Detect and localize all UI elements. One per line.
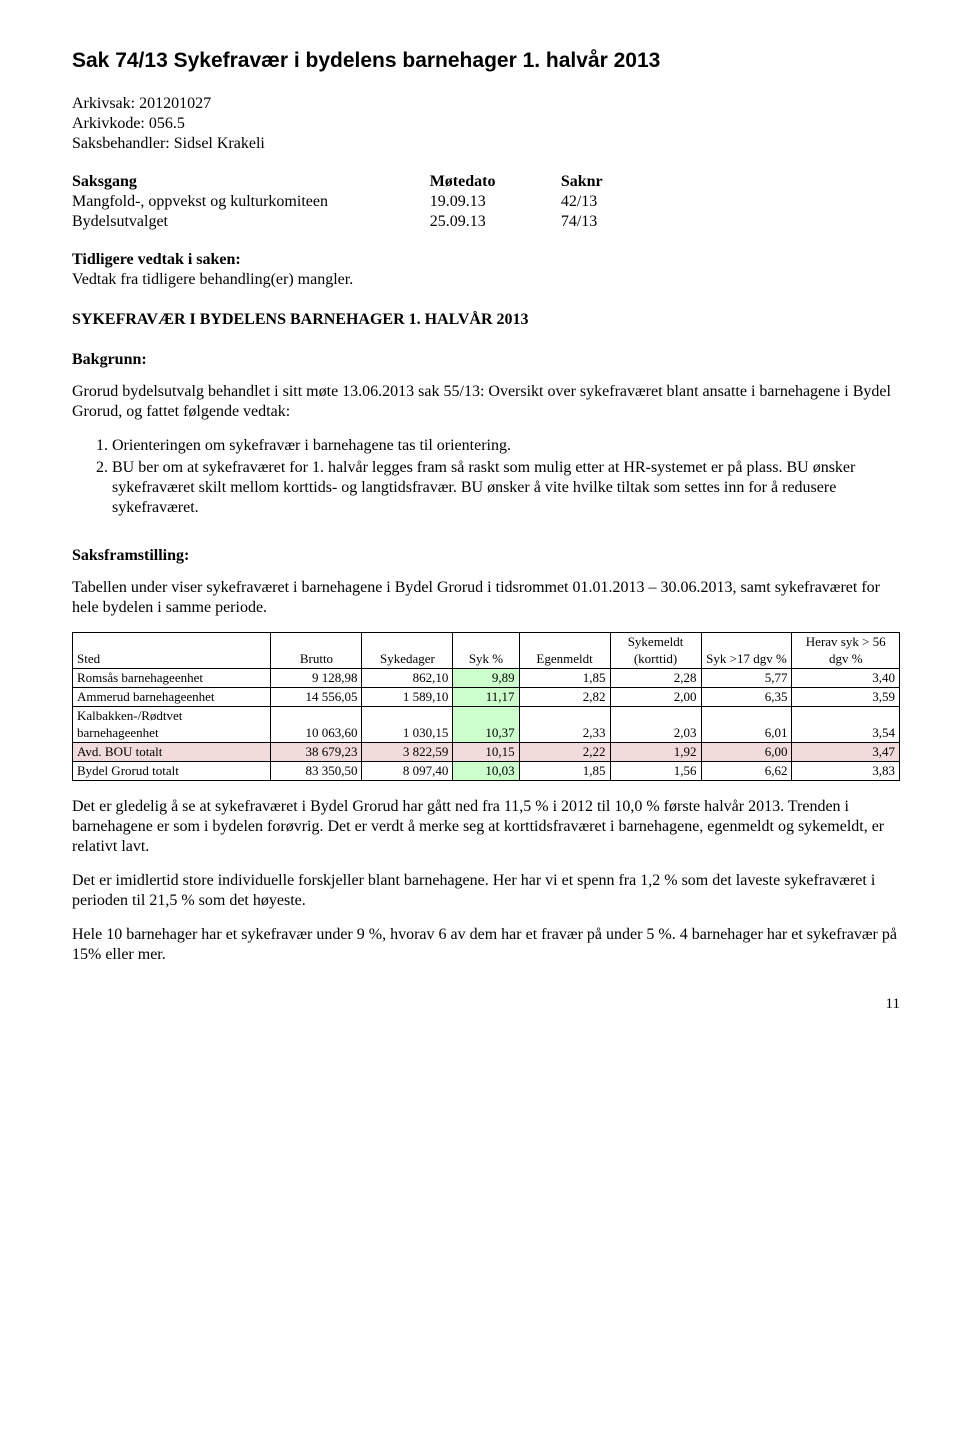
table-header-cell: Egenmeldt <box>519 633 610 669</box>
table-row: Bydel Grorud totalt83 350,508 097,4010,0… <box>73 762 900 781</box>
table-header-cell: Syk >17 dgv % <box>701 633 792 669</box>
table-header-cell: Herav syk > 56 dgv % <box>792 633 900 669</box>
table-cell: 6,35 <box>701 688 792 707</box>
saksfram-head: Saksframstilling: <box>72 546 900 566</box>
bakgrunn-intro: Grorud bydelsutvalg behandlet i sitt møt… <box>72 382 900 422</box>
arkivkode-value: 056.5 <box>149 115 185 132</box>
saksfram-intro: Tabellen under viser sykefraværet i barn… <box>72 578 900 618</box>
tidligere-head: Tidligere vedtak i saken: <box>72 250 900 270</box>
table-cell: 1,92 <box>610 742 701 761</box>
table-cell: 1 030,15 <box>362 707 453 743</box>
table-cell: 10,37 <box>453 707 519 743</box>
body-para: Det er gledelig å se at sykefraværet i B… <box>72 797 900 857</box>
table-cell: Kalbakken-/Rødtvet barnehageenhet <box>73 707 271 743</box>
caps-title: SYKEFRAVÆR I BYDELENS BARNEHAGER 1. HALV… <box>72 310 900 330</box>
table-cell: 10,03 <box>453 762 519 781</box>
table-cell: 3,59 <box>792 688 900 707</box>
saksgang-header-0: Saksgang <box>72 172 430 192</box>
saksbehandler-label: Saksbehandler: <box>72 135 174 152</box>
table-cell: 5,77 <box>701 668 792 687</box>
table-cell: 2,22 <box>519 742 610 761</box>
table-header-cell: Sykedager <box>362 633 453 669</box>
table-cell: 14 556,05 <box>271 688 362 707</box>
table-cell: Bydel Grorud totalt <box>73 762 271 781</box>
saksgang-cell: 42/13 <box>561 192 668 212</box>
table-header-cell: Sted <box>73 633 271 669</box>
saksgang-table: Saksgang Møtedato Saknr Mangfold-, oppve… <box>72 172 668 232</box>
table-cell: 83 350,50 <box>271 762 362 781</box>
saksgang-header-2: Saknr <box>561 172 668 192</box>
saksbehandler-line: Saksbehandler: Sidsel Krakeli <box>72 134 900 154</box>
arkivsak-line: Arkivsak: 201201027 <box>72 94 900 114</box>
table-row: Ammerud barnehageenhet14 556,051 589,101… <box>73 688 900 707</box>
table-header-row: StedBruttoSykedagerSyk %EgenmeldtSykemel… <box>73 633 900 669</box>
list-item: Orienteringen om sykefravær i barnehagen… <box>112 436 900 456</box>
table-cell: 2,03 <box>610 707 701 743</box>
saksgang-cell: 74/13 <box>561 212 668 232</box>
data-table: StedBruttoSykedagerSyk %EgenmeldtSykemel… <box>72 632 900 781</box>
table-cell: 9 128,98 <box>271 668 362 687</box>
table-cell: 3,40 <box>792 668 900 687</box>
saksgang-cell: 25.09.13 <box>430 212 561 232</box>
table-cell: 862,10 <box>362 668 453 687</box>
saksgang-cell: Bydelsutvalget <box>72 212 430 232</box>
table-cell: 11,17 <box>453 688 519 707</box>
bakgrunn-head: Bakgrunn: <box>72 350 900 370</box>
page-number: 11 <box>72 995 900 1014</box>
table-cell: 1 589,10 <box>362 688 453 707</box>
table-header-cell: Brutto <box>271 633 362 669</box>
table-row: Avd. BOU totalt38 679,233 822,5910,152,2… <box>73 742 900 761</box>
table-cell: 2,28 <box>610 668 701 687</box>
list-item: BU ber om at sykefraværet for 1. halvår … <box>112 458 900 518</box>
table-cell: 38 679,23 <box>271 742 362 761</box>
bakgrunn-list: Orienteringen om sykefravær i barnehagen… <box>72 436 900 518</box>
saksbehandler-value: Sidsel Krakeli <box>174 135 265 152</box>
saksgang-cell: 19.09.13 <box>430 192 561 212</box>
table-cell: Romsås barnehageenhet <box>73 668 271 687</box>
table-cell: 3 822,59 <box>362 742 453 761</box>
saksgang-header-1: Møtedato <box>430 172 561 192</box>
table-cell: 3,54 <box>792 707 900 743</box>
table-cell: 6,00 <box>701 742 792 761</box>
arkivsak-value: 201201027 <box>139 95 211 112</box>
table-cell: 1,56 <box>610 762 701 781</box>
table-cell: 1,85 <box>519 668 610 687</box>
meta-block: Arkivsak: 201201027 Arkivkode: 056.5 Sak… <box>72 94 900 154</box>
table-cell: 2,00 <box>610 688 701 707</box>
table-row: Kalbakken-/Rødtvet barnehageenhet10 063,… <box>73 707 900 743</box>
arkivsak-label: Arkivsak: <box>72 95 139 112</box>
table-cell: 10,15 <box>453 742 519 761</box>
arkivkode-line: Arkivkode: 056.5 <box>72 114 900 134</box>
table-cell: 3,47 <box>792 742 900 761</box>
table-row: Romsås barnehageenhet9 128,98862,109,891… <box>73 668 900 687</box>
page-title: Sak 74/13 Sykefravær i bydelens barnehag… <box>72 48 900 74</box>
table-cell: Ammerud barnehageenhet <box>73 688 271 707</box>
table-header-cell: Sykemeldt (korttid) <box>610 633 701 669</box>
table-cell: 10 063,60 <box>271 707 362 743</box>
table-cell: 3,83 <box>792 762 900 781</box>
table-cell: 2,82 <box>519 688 610 707</box>
saksgang-cell: Mangfold-, oppvekst og kulturkomiteen <box>72 192 430 212</box>
table-cell: 8 097,40 <box>362 762 453 781</box>
table-cell: Avd. BOU totalt <box>73 742 271 761</box>
table-cell: 2,33 <box>519 707 610 743</box>
table-cell: 9,89 <box>453 668 519 687</box>
table-cell: 1,85 <box>519 762 610 781</box>
table-header-cell: Syk % <box>453 633 519 669</box>
tidligere-body: Vedtak fra tidligere behandling(er) mang… <box>72 270 900 290</box>
table-cell: 6,62 <box>701 762 792 781</box>
arkivkode-label: Arkivkode: <box>72 115 149 132</box>
body-para: Det er imidlertid store individuelle for… <box>72 871 900 911</box>
table-cell: 6,01 <box>701 707 792 743</box>
body-para: Hele 10 barnehager har et sykefravær und… <box>72 925 900 965</box>
